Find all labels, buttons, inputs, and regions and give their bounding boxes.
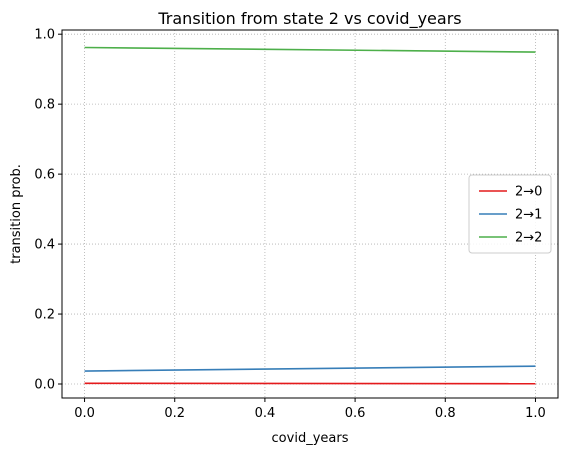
chart-title: Transition from state 2 vs covid_years: [157, 9, 461, 29]
x-tick-label: 0.4: [255, 406, 276, 421]
x-tick-label: 0.6: [345, 406, 366, 421]
legend-label-0: 2→0: [515, 185, 542, 200]
y-axis-label: transition prob.: [9, 164, 24, 264]
y-tick-label: 0.2: [34, 308, 55, 323]
legend-label-2: 2→2: [515, 231, 542, 246]
legend-label-1: 2→1: [515, 208, 542, 223]
series-line-2: [85, 47, 536, 52]
y-tick-label: 0.6: [34, 168, 55, 183]
x-tick-label: 0.2: [164, 406, 185, 421]
y-tick-label: 0.4: [34, 238, 55, 253]
legend: 2→0 2→1 2→2: [469, 175, 551, 253]
series-lines: [85, 47, 536, 383]
y-tick-label: 0.0: [34, 378, 55, 393]
x-tick-label: 0.8: [435, 406, 456, 421]
x-tick-label: 1.0: [525, 406, 546, 421]
y-tick-label: 0.8: [34, 98, 55, 113]
y-tick-label: 1.0: [34, 28, 55, 43]
series-line-1: [85, 366, 536, 371]
x-tick-label: 0.0: [74, 406, 95, 421]
x-axis-label: covid_years: [272, 431, 349, 446]
